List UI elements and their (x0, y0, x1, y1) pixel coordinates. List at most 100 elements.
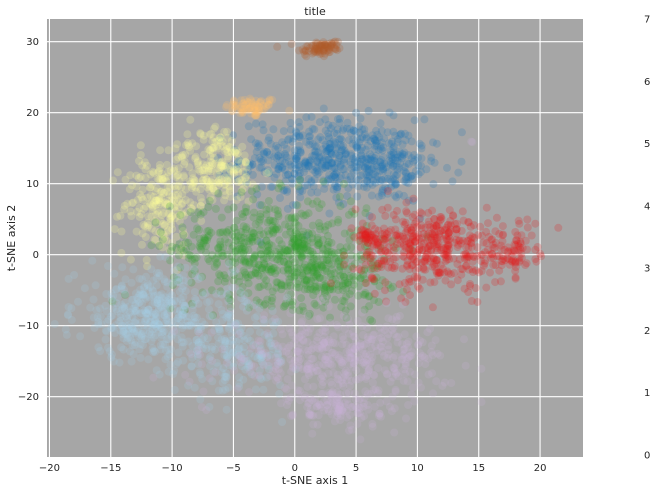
scatter-point (312, 164, 321, 173)
scatter-point (207, 167, 216, 176)
scatter-point (227, 147, 236, 156)
scatter-point (221, 169, 230, 177)
scatter-point (222, 358, 231, 367)
scatter-point (308, 221, 317, 230)
scatter-point (304, 159, 313, 167)
scatter-point (320, 184, 329, 193)
scatter-point (274, 162, 283, 171)
scatter-point (180, 173, 188, 182)
scatter-point (317, 43, 326, 51)
scatter-point (340, 154, 349, 163)
scatter-point (333, 409, 342, 418)
scatter-point (213, 178, 222, 187)
scatter-point (320, 46, 328, 55)
scatter-point (248, 98, 256, 107)
scatter-point (382, 299, 391, 308)
scatter-point (330, 140, 339, 149)
scatter-point (292, 242, 301, 251)
scatter-point (149, 348, 158, 356)
scatter-point (151, 196, 160, 205)
scatter-point (376, 158, 385, 167)
scatter-point (324, 161, 333, 170)
scatter-point (326, 158, 335, 167)
scatter-point (335, 114, 344, 123)
scatter-point (427, 229, 436, 238)
scatter-point (265, 169, 273, 178)
scatter-point (239, 104, 248, 113)
scatter-point (190, 264, 198, 273)
scatter-point (105, 347, 114, 356)
scatter-point (457, 157, 466, 166)
scatter-point (404, 131, 413, 140)
scatter-point (340, 229, 349, 238)
scatter-point (424, 370, 433, 379)
scatter-point (384, 243, 393, 252)
scatter-point (325, 144, 333, 153)
scatter-point (376, 398, 385, 407)
scatter-point (341, 150, 350, 158)
scatter-point (194, 275, 203, 284)
scatter-point (147, 180, 156, 189)
scatter-point (167, 220, 175, 229)
scatter-point (275, 162, 284, 171)
scatter-point (296, 148, 305, 157)
scatter-point (164, 172, 172, 181)
scatter-point (172, 266, 181, 275)
scatter-point (238, 175, 247, 184)
scatter-point (264, 156, 273, 165)
scatter-point (324, 129, 333, 138)
scatter-point (310, 47, 319, 56)
scatter-point (295, 122, 304, 131)
scatter-point (400, 163, 409, 172)
scatter-point (287, 367, 296, 376)
scatter-point (441, 276, 450, 285)
scatter-point (282, 145, 291, 153)
scatter-point (270, 160, 279, 169)
scatter-point (372, 152, 381, 160)
scatter-point (238, 106, 247, 115)
scatter-point (430, 240, 439, 249)
scatter-point (387, 139, 396, 148)
scatter-point (407, 390, 416, 399)
scatter-point (255, 106, 264, 115)
scatter-point (266, 251, 274, 259)
scatter-point (265, 95, 274, 104)
scatter-point (202, 175, 211, 184)
scatter-point (183, 208, 192, 216)
scatter-point (389, 162, 398, 171)
scatter-point (296, 185, 305, 194)
scatter-point (369, 176, 378, 185)
scatter-point (286, 160, 295, 169)
scatter-point (284, 170, 293, 179)
scatter-point (217, 213, 226, 222)
scatter-point (413, 274, 422, 283)
scatter-point (393, 333, 401, 342)
scatter-point (243, 105, 252, 114)
scatter-point (206, 178, 215, 187)
scatter-point (255, 218, 264, 227)
scatter-point (284, 343, 293, 352)
scatter-point (233, 149, 242, 158)
scatter-point (303, 311, 312, 320)
scatter-point (251, 107, 259, 116)
scatter-point (190, 201, 198, 210)
scatter-point (221, 191, 230, 200)
scatter-point (364, 155, 372, 164)
scatter-point (250, 362, 259, 371)
scatter-point (264, 100, 273, 109)
scatter-point (159, 219, 168, 228)
scatter-point (217, 163, 225, 172)
scatter-point (282, 185, 291, 194)
scatter-point (356, 243, 365, 252)
scatter-point (215, 179, 224, 188)
scatter-point (346, 128, 355, 137)
scatter-point (160, 173, 169, 182)
scatter-point (186, 146, 195, 155)
scatter-point (293, 229, 301, 238)
scatter-point (146, 170, 155, 179)
scatter-point (185, 163, 194, 172)
scatter-point (190, 383, 199, 392)
scatter-point (199, 175, 207, 184)
scatter-point (324, 355, 333, 364)
scatter-point (361, 163, 370, 172)
